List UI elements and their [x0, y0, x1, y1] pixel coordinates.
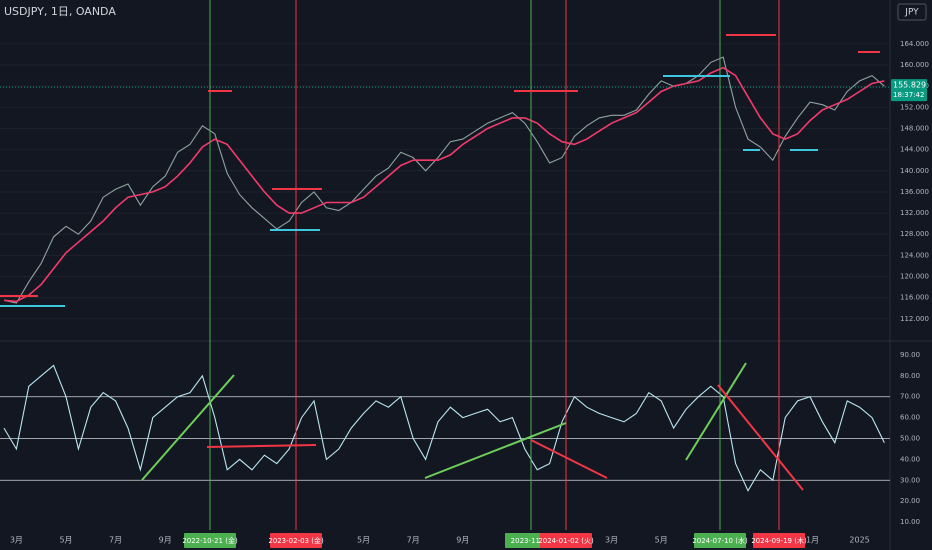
series-line [3, 364, 885, 492]
x-tick-label: 5月 [59, 536, 72, 545]
trend-line [206, 444, 317, 448]
y-tick-label: 50.00 [900, 435, 920, 443]
y-tick-label: 140.000 [900, 167, 929, 175]
event-label-box [694, 533, 746, 548]
event-label: 2023-02-03 (金) [268, 536, 324, 545]
event-label: 2022-10-21 (金) [182, 536, 238, 545]
event-label: 2024-09-19 (木) [751, 536, 807, 545]
trend-line [685, 362, 747, 461]
event-label: 2023-11-16 [511, 537, 552, 545]
y-tick-label: 136.000 [900, 188, 929, 196]
clock: 18:37:42 [893, 91, 924, 99]
y-tick-label: 80.00 [900, 372, 920, 380]
trend-line [717, 384, 804, 491]
y-tick-label: 132.000 [900, 209, 929, 217]
event-label: 2024-07-10 (水) [692, 536, 748, 545]
y-tick-label: 164.000 [900, 40, 929, 48]
y-tick-label: 30.00 [900, 476, 920, 484]
y-tick-label: 144.000 [900, 146, 929, 154]
currency-box[interactable] [897, 3, 927, 21]
event-label: 2024-01-02 (火) [538, 537, 594, 545]
chart-title: USDJPY, 1日, OANDA [4, 5, 116, 18]
trend-line [424, 422, 567, 479]
y-tick-label: 124.000 [900, 251, 929, 259]
trend-line [530, 439, 608, 479]
event-label-box [184, 533, 236, 548]
event-label-box [753, 533, 805, 548]
x-tick-label: 5月 [357, 536, 370, 545]
event-label-box [540, 533, 592, 548]
series-line [3, 56, 885, 304]
y-tick-label: 112.000 [900, 315, 929, 323]
series-line [3, 66, 885, 303]
y-tick-label: 60.00 [900, 414, 920, 422]
x-tick-label: 11月 [801, 536, 819, 545]
x-tick-label: 9月 [456, 536, 469, 545]
event-label-box [270, 533, 322, 548]
trend-line [141, 374, 235, 481]
y-tick-label: 116.000 [900, 294, 929, 302]
x-tick-label: 3月 [10, 536, 23, 545]
y-tick-label: 40.00 [900, 455, 920, 463]
x-tick-label: 3月 [605, 536, 618, 545]
last-price-box [891, 79, 927, 102]
y-tick-label: 20.00 [900, 497, 920, 505]
y-tick-label: 160.000 [900, 61, 929, 69]
x-tick-label: 9月 [159, 536, 172, 545]
y-tick-label: 70.00 [900, 393, 920, 401]
y-tick-label: 10.00 [900, 518, 920, 526]
y-tick-label: 90.00 [900, 351, 920, 359]
x-tick-label: 7月 [407, 536, 420, 545]
y-tick-label: 148.000 [900, 124, 929, 132]
y-tick-label: 128.000 [900, 230, 929, 238]
x-tick-label: 2025 [849, 536, 869, 545]
x-tick-label: 5月 [655, 536, 668, 545]
drawings [0, 34, 880, 491]
currency[interactable]: JPY [904, 8, 919, 18]
last-price: 155.829 [893, 81, 926, 90]
y-tick-label: 152.000 [900, 103, 929, 111]
y-tick-label: 120.000 [900, 273, 929, 281]
x-tick-label: 7月 [109, 536, 122, 545]
